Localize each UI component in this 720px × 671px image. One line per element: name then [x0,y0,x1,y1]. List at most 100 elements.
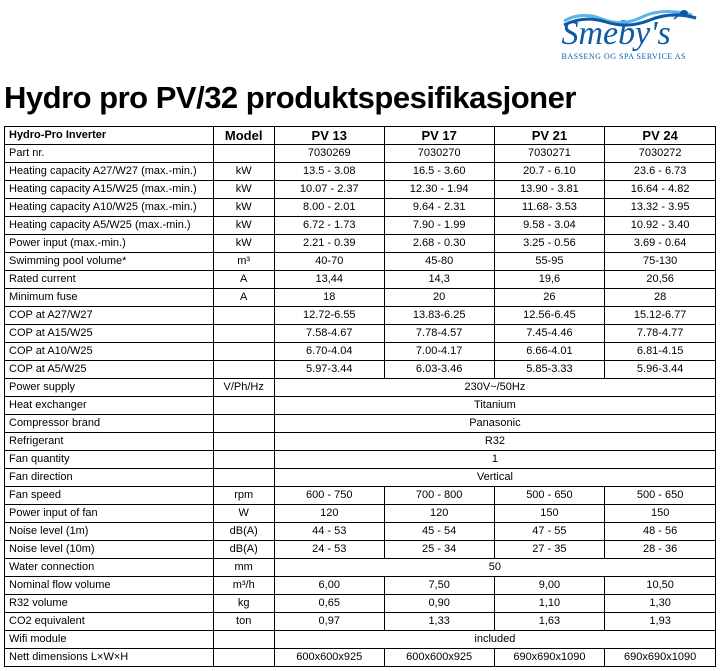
row-value: 6.72 - 1.73 [274,217,384,235]
row-value: 26 [494,289,605,307]
row-value: 1,33 [384,613,494,631]
row-label: Water connection [5,559,214,577]
row-unit [213,631,274,649]
table-row: Heating capacity A27/W27 (max.-min.)kW13… [5,163,716,181]
row-value: 700 - 800 [384,487,494,505]
row-unit: ton [213,613,274,631]
table-row: Power supplyV/Ph/Hz230V~/50Hz [5,379,716,397]
col-header-product: Hydro-Pro Inverter [5,127,214,145]
row-value: 16.5 - 3.60 [384,163,494,181]
row-unit: kW [213,199,274,217]
row-label: Fan quantity [5,451,214,469]
row-span-value: 50 [274,559,715,577]
row-value: 24 - 53 [274,541,384,559]
col-header-model: Model [213,127,274,145]
row-value: 7030272 [605,145,716,163]
row-value: 45 - 54 [384,523,494,541]
row-label: Noise level (10m) [5,541,214,559]
row-unit: A [213,271,274,289]
row-unit: kW [213,235,274,253]
row-span-value: 230V~/50Hz [274,379,715,397]
row-value: 150 [605,505,716,523]
row-value: 19,6 [494,271,605,289]
table-row: Part nr.7030269703027070302717030272 [5,145,716,163]
spec-table: Hydro-Pro Inverter Model PV 13 PV 17 PV … [4,126,716,667]
table-row: Rated currentA13,4414,319,620,56 [5,271,716,289]
brand-logo-row: Smeby's BASSENG OG SPA SERVICE AS [4,4,716,74]
row-unit: mm [213,559,274,577]
row-value: 28 - 36 [605,541,716,559]
row-value: 7030270 [384,145,494,163]
row-value: 7.78-4.77 [605,325,716,343]
row-unit: kW [213,181,274,199]
row-label: Heating capacity A15/W25 (max.-min.) [5,181,214,199]
table-row: Heat exchanger Titanium [5,397,716,415]
row-value: 44 - 53 [274,523,384,541]
row-unit: kg [213,595,274,613]
row-value: 0,90 [384,595,494,613]
row-value: 20.7 - 6.10 [494,163,605,181]
row-value: 6.70-4.04 [274,343,384,361]
row-value: 600x600x925 [384,649,494,667]
row-value: 7.90 - 1.99 [384,217,494,235]
row-span-value: Titanium [274,397,715,415]
row-value: 14,3 [384,271,494,289]
row-value: 16.64 - 4.82 [605,181,716,199]
row-label: Rated current [5,271,214,289]
row-unit [213,343,274,361]
row-value: 15.12-6.77 [605,307,716,325]
table-row: Minimum fuseA18202628 [5,289,716,307]
row-value: 0,97 [274,613,384,631]
row-value: 20 [384,289,494,307]
row-value: 13.83-6.25 [384,307,494,325]
row-label: Wifi module [5,631,214,649]
row-value: 150 [494,505,605,523]
row-value: 27 - 35 [494,541,605,559]
row-value: 7,50 [384,577,494,595]
table-row: Compressor brandPanasonic [5,415,716,433]
row-value: 7030271 [494,145,605,163]
row-label: CO2 equivalent [5,613,214,631]
row-value: 28 [605,289,716,307]
row-value: 10,50 [605,577,716,595]
row-label: Heat exchanger [5,397,214,415]
row-value: 48 - 56 [605,523,716,541]
row-value: 6.03-3.46 [384,361,494,379]
row-value: 600 - 750 [274,487,384,505]
row-value: 13,44 [274,271,384,289]
row-value: 690x690x1090 [605,649,716,667]
row-label: Noise level (1m) [5,523,214,541]
row-value: 5.96-3.44 [605,361,716,379]
row-unit [213,361,274,379]
row-unit [213,325,274,343]
table-row: CO2 equivalentton0,971,331,631,93 [5,613,716,631]
row-unit [213,145,274,163]
table-row: COP at A15/W257.58-4.677.78-4.577.45-4.4… [5,325,716,343]
row-label: Refrigerant [5,433,214,451]
row-unit [213,433,274,451]
row-unit: m³ [213,253,274,271]
row-value: 690x690x1090 [494,649,605,667]
table-row: Noise level (1m)dB(A)44 - 5345 - 5447 - … [5,523,716,541]
row-label: Heating capacity A10/W25 (max.-min.) [5,199,214,217]
table-row: COP at A5/W255.97-3.446.03-3.465.85-3.33… [5,361,716,379]
row-unit [213,649,274,667]
table-row: Heating capacity A10/W25 (max.-min.)kW8.… [5,199,716,217]
row-label: Part nr. [5,145,214,163]
page-title: Hydro pro PV/32 produktspesifikasjoner [4,80,716,116]
row-label: Heating capacity A5/W25 (max.-min.) [5,217,214,235]
row-unit: rpm [213,487,274,505]
row-value: 5.97-3.44 [274,361,384,379]
table-row: COP at A27/W2712.72-6.5513.83-6.2512.56-… [5,307,716,325]
row-value: 11.68- 3.53 [494,199,605,217]
row-unit: A [213,289,274,307]
row-value: 6.66-4.01 [494,343,605,361]
row-unit [213,451,274,469]
row-label: Heating capacity A27/W27 (max.-min.) [5,163,214,181]
col-header-pv24: PV 24 [605,127,716,145]
row-unit [213,307,274,325]
row-value: 23.6 - 6.73 [605,163,716,181]
table-row: Power input of fanW120120150150 [5,505,716,523]
row-span-value: 1 [274,451,715,469]
row-unit [213,397,274,415]
